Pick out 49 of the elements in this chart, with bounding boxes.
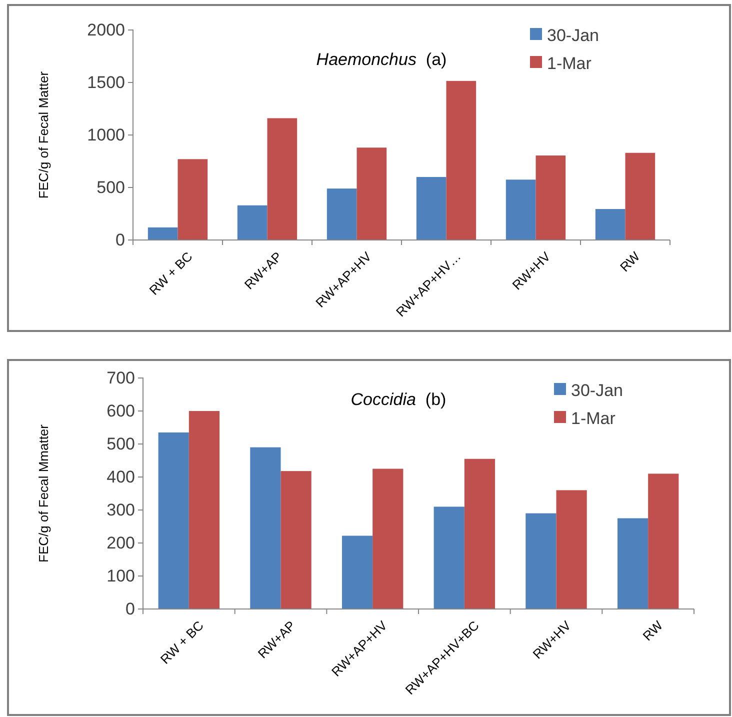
bar <box>464 458 496 609</box>
y-tick-label: 500 <box>96 178 125 197</box>
bar <box>188 411 220 609</box>
bar <box>506 180 536 240</box>
bar <box>625 152 656 240</box>
bar <box>267 118 298 240</box>
y-axis-title: FEC/g of Fecal Matter <box>36 70 51 199</box>
bar <box>446 80 476 240</box>
x-tick-label: RW + BC <box>157 618 206 667</box>
bar <box>280 471 312 609</box>
bar <box>595 209 626 240</box>
y-tick-label: 600 <box>106 401 135 420</box>
bar <box>416 177 446 240</box>
x-tick-label: RW <box>616 248 644 275</box>
y-axis-title: FEC/g of Fecal Mmatter <box>36 424 51 562</box>
legend-label: 1-Mar <box>547 54 592 73</box>
y-tick-label: 200 <box>106 533 135 552</box>
bar <box>356 148 387 240</box>
y-tick-label: 700 <box>106 368 135 388</box>
bar <box>556 490 587 609</box>
y-tick-label: 0 <box>126 599 135 618</box>
y-tick-label: 500 <box>106 434 135 454</box>
x-tick-label: RW + BC <box>146 248 196 298</box>
y-tick-label: 1500 <box>87 72 125 92</box>
bar <box>434 506 464 609</box>
bar <box>372 468 404 609</box>
y-tick-label: 2000 <box>87 20 125 40</box>
bar <box>326 188 357 240</box>
bar <box>237 205 268 240</box>
bar <box>158 432 189 609</box>
bar <box>250 447 281 609</box>
y-tick-label: 0 <box>116 230 125 250</box>
bar <box>342 536 373 609</box>
y-tick-label: 300 <box>106 500 135 520</box>
bar <box>148 227 178 240</box>
bar <box>617 518 648 609</box>
y-tick-label: 1000 <box>87 125 125 144</box>
y-tick-label: 400 <box>106 467 135 486</box>
text: Coccidia (b) <box>350 390 446 409</box>
text: Haemonchus (a) <box>316 50 447 69</box>
legend-label: 30-Jan <box>547 26 599 45</box>
y-tick-label: 100 <box>106 566 135 586</box>
legend-label: 30-Jan <box>571 380 623 400</box>
bar <box>526 513 556 609</box>
bar <box>648 474 679 609</box>
bar <box>536 155 566 240</box>
bar <box>178 159 208 240</box>
x-tick-label: RW <box>640 617 666 644</box>
legend-label: 1-Mar <box>571 408 616 428</box>
